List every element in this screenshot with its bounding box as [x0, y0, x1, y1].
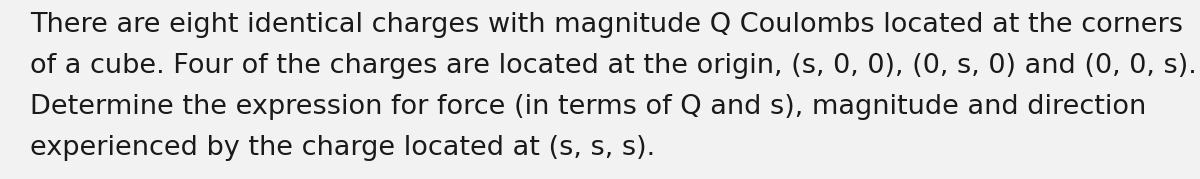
Text: There are eight identical charges with magnitude Q Coulombs located at the corne: There are eight identical charges with m… [30, 12, 1183, 38]
Text: Determine the expression for force (in terms of Q and s), magnitude and directio: Determine the expression for force (in t… [30, 94, 1146, 120]
Text: experienced by the charge located at (s, s, s).: experienced by the charge located at (s,… [30, 135, 655, 161]
Text: of a cube. Four of the charges are located at the origin, (s, 0, 0), (0, s, 0) a: of a cube. Four of the charges are locat… [30, 53, 1196, 79]
